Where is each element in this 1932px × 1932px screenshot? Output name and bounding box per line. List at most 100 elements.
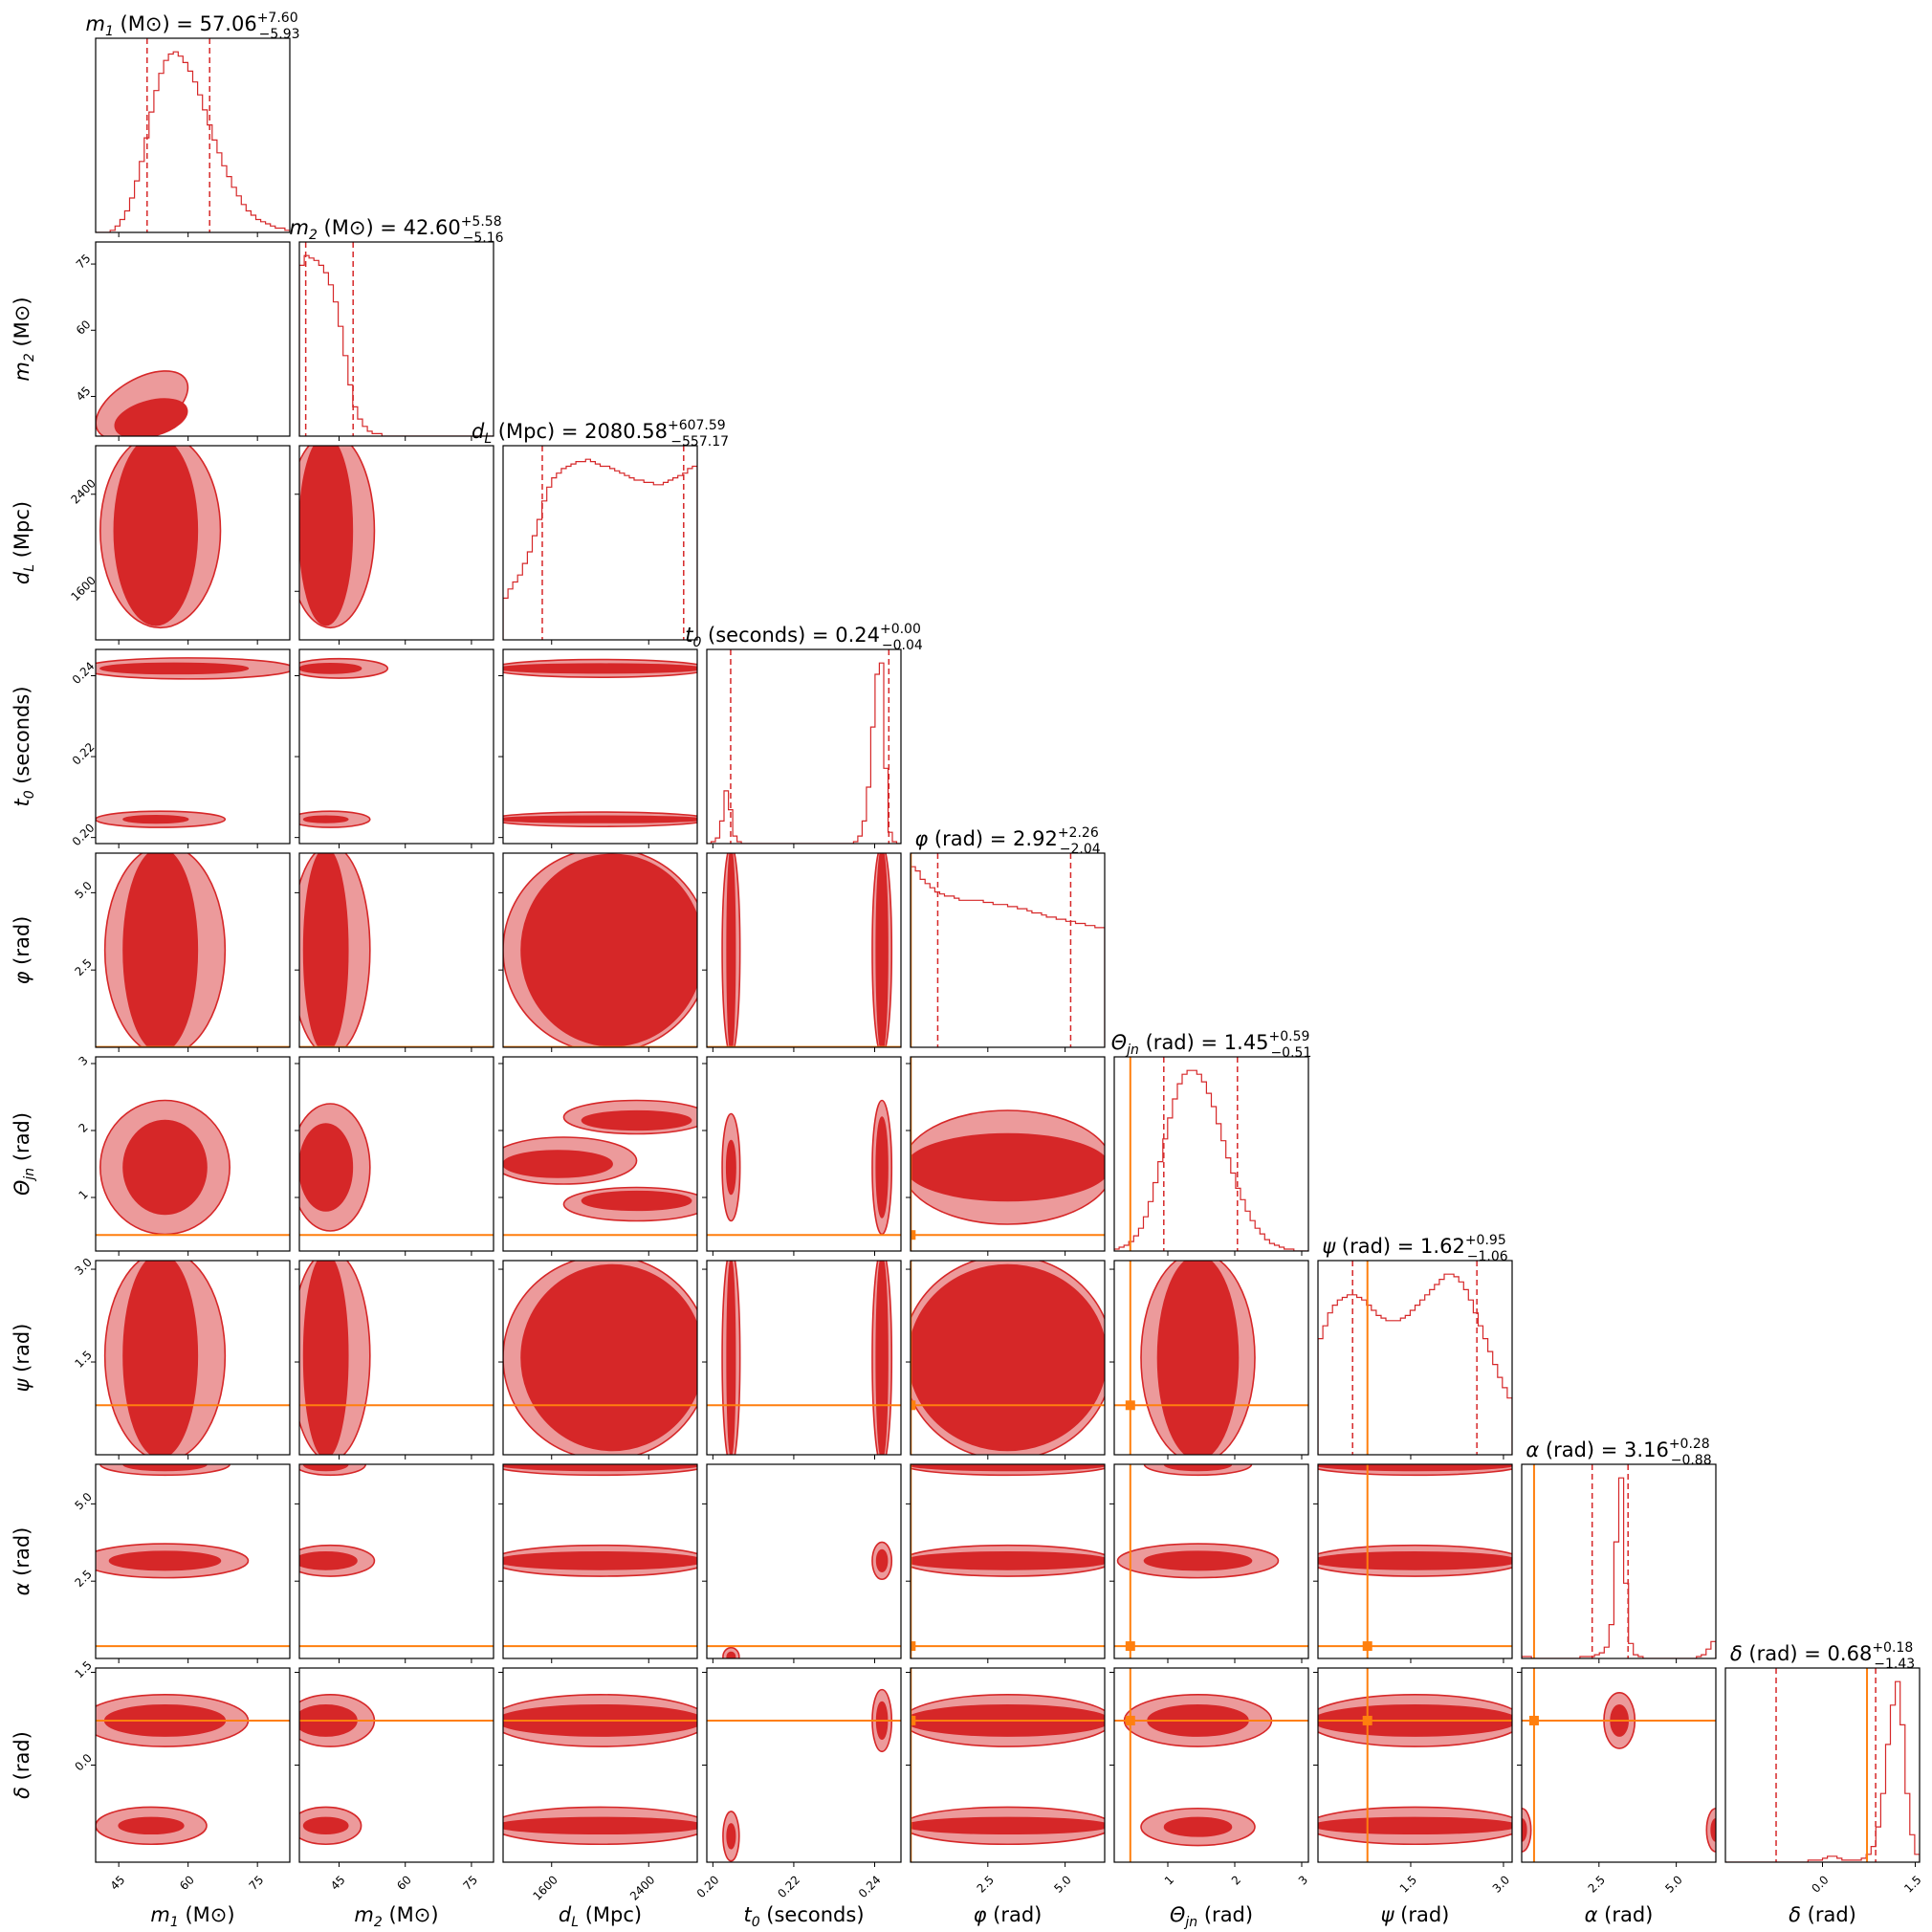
label-unit: (M⊙) [383,1903,439,1926]
panel-content [1114,1057,1308,1251]
contour-inner-alpha-phi-1 [911,1464,1105,1472]
panel-t0-vs-m1: 0.20 0.22 0.24 [70,648,291,848]
panel-frame [706,852,902,1048]
panel-content [1725,1668,1920,1862]
label-symbol: φ [11,971,33,984]
label-unit: (rad) [11,1731,33,1787]
y-tick-label-phi: 5.0 [72,879,94,901]
title-err-plus: +0.00 [880,622,921,637]
label-subscript: jn [1183,1915,1197,1930]
label-symbol: ψ [11,1377,33,1392]
x-tick-label-alpha: 2.5 [1586,1873,1608,1895]
title-symbol: Θ [1111,1031,1128,1054]
label-unit: (Mpc) [11,501,33,564]
panel-alpha-vs-psi [1313,1463,1513,1663]
label-subscript: 0 [22,790,37,799]
label-unit: (rad) [11,916,33,972]
title-err-plus: +0.18 [1872,1640,1913,1656]
panel-psi-vs-psi: ψ (rad) = 1.62+0.95 −1.06 [1317,1233,1513,1460]
x-axis-label-phi: φ (rad) [974,1903,1043,1926]
label-subscript: 0 [752,1915,760,1930]
title-subscript: 1 [105,24,114,39]
y-axis-label-delta: δ (rad) [11,1731,33,1799]
y-tick-label-m2: 45 [74,384,94,404]
panel-content [1318,1668,1512,1862]
panel-theta-vs-theta: Θjn (rad) = 1.45+0.59 −0.51 [1111,1029,1311,1256]
panel-alpha-vs-theta [1109,1463,1309,1663]
panel-frame [95,37,291,233]
contour-inner-theta-phi-0 [911,1132,1105,1202]
panel-delta-vs-t0: 0.20 0.22 0.24 [694,1667,902,1900]
title-err-minus: −1.43 [1874,1657,1915,1672]
title-symbol: m [85,12,104,35]
panel-content [96,38,290,232]
label-subscript: L [571,1915,579,1930]
y-tick-label-t0: 0.24 [70,659,98,687]
y-axis-label-psi: ψ (rad) [11,1324,33,1393]
panel-content [96,1694,290,1846]
y-axis-label-t0: t0 (seconds) [11,686,37,806]
contour-inner-phi-t0-1 [875,853,889,1047]
panel-frame [1724,1667,1921,1863]
x-tick-label-t0: 0.20 [694,1873,722,1900]
contour-inner-theta-dL-0 [503,1150,613,1178]
title-unit: (M⊙) = 57.06 [114,12,257,35]
title-err-minus: −0.88 [1671,1453,1712,1468]
panel-content [299,657,389,828]
panel-frame [502,1260,698,1456]
panel-title-t0: t0 (seconds) = 0.24+0.00 −0.04 [685,622,923,653]
label-symbol: φ [974,1903,987,1926]
contour-inner-alpha-t0-0 [875,1548,889,1572]
x-axis-label-dL: dL (Mpc) [559,1903,642,1930]
panel-frame [95,648,291,845]
label-unit: (rad) [1801,1903,1856,1926]
title-err-minus: −5.16 [463,231,504,246]
histogram-m2 [299,254,494,436]
panel-content [503,446,697,640]
y-tick-label-theta: 1 [77,1188,91,1202]
panel-frame [1317,1463,1513,1659]
y-tick-label-theta: 2 [77,1121,91,1135]
panel-frame [502,1463,698,1659]
panel-content [1522,1464,1716,1658]
panel-delta-vs-alpha: 2.5 5.0 [1517,1667,1717,1896]
contour-inner-t0-m1-1 [122,815,189,824]
y-tick-label-t0: 0.20 [70,821,98,848]
panel-content [707,1261,901,1455]
x-tick-label-m1: 45 [108,1873,128,1893]
contour-inner-t0-dL-1 [503,815,697,823]
panel-frame [298,1260,494,1456]
panel-frame [910,1260,1106,1456]
title-err-minus: −557.17 [670,434,729,450]
contour-inner-delta-alpha-1 [1522,1817,1527,1842]
label-symbol: m [150,1903,169,1926]
title-unit: (rad) = 3.16 [1539,1438,1669,1461]
panel-frame [910,1463,1106,1659]
y-tick-label-t0: 0.22 [70,740,98,768]
x-axis-label-m2: m2 (M⊙) [354,1903,438,1930]
contour-inner-psi-t0-0 [726,1261,736,1455]
y-tick-label-dL: 2400 [68,476,98,506]
title-err-minus: −0.51 [1270,1045,1311,1061]
y-tick-label-m2: 60 [74,318,94,338]
label-symbol: δ [1789,1903,1801,1926]
panel-t0-vs-dL [498,648,698,848]
panel-content [503,853,697,1047]
histogram-delta [1725,1680,1920,1862]
panel-title-m2: m2 (M⊙) = 42.60+5.58 −5.16 [289,214,503,246]
contour-inner-alpha-t0-1 [726,1651,736,1658]
panel-content [96,1099,290,1237]
panel-frame [298,648,494,845]
panel-frame [298,1463,494,1659]
label-symbol: Θ [1170,1903,1186,1926]
histogram-alpha [1522,1477,1716,1658]
label-symbol: α [11,1582,33,1595]
title-err-plus: +0.95 [1465,1233,1506,1248]
panel-content [1318,1261,1512,1455]
panel-content [911,1464,1105,1658]
panel-phi-vs-m1: 2.5 5.0 [72,852,291,1052]
panel-dL-vs-m2 [295,445,494,645]
x-axis-label-theta: Θjn (rad) [1170,1903,1253,1930]
panel-m1-vs-m1: m1 (M⊙) = 57.06+7.60 −5.93 [85,11,300,237]
y-tick-label-delta: 0.0 [72,1751,94,1773]
